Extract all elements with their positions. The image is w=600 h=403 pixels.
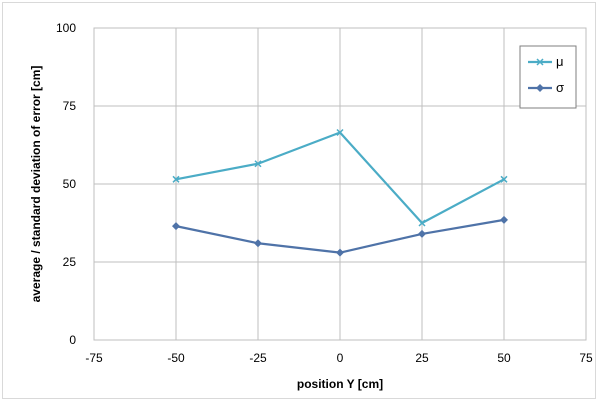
data-point [418, 219, 426, 227]
y-axis-title: average / standard deviation of error [c… [29, 66, 43, 303]
data-point [500, 175, 508, 183]
legend-label: μ [556, 54, 564, 69]
legend-items: μσ [528, 54, 564, 95]
data-point [336, 128, 344, 137]
x-tick-labels: -75 -50 -25 0 25 50 75 [85, 351, 593, 365]
series-group [172, 128, 508, 257]
data-point [500, 215, 508, 224]
data-point [172, 175, 180, 183]
y-tick-label: 25 [63, 255, 77, 269]
x-axis-title: position Y [cm] [297, 377, 383, 391]
data-point [336, 248, 344, 257]
data-point [418, 229, 426, 238]
legend: μσ [519, 45, 577, 109]
x-tick-label: 50 [497, 351, 511, 365]
x-tick-label: -75 [85, 351, 103, 365]
legend-label: σ [556, 80, 564, 95]
x-tick-label: 0 [337, 351, 344, 365]
y-tick-label: 100 [56, 21, 76, 35]
y-tick-label: 50 [63, 177, 77, 191]
data-point [254, 239, 262, 248]
y-tick-labels: 0 25 50 75 100 [56, 21, 76, 347]
y-tick-label: 75 [63, 99, 77, 113]
x-tick-label: -50 [167, 351, 185, 365]
data-point [536, 84, 544, 92]
gridlines [94, 28, 586, 340]
x-tick-label: -25 [249, 351, 267, 365]
y-tick-label: 0 [69, 333, 76, 347]
data-point [536, 58, 544, 66]
x-tick-label: 25 [415, 351, 429, 365]
data-point [254, 160, 262, 168]
legend-box [519, 45, 577, 109]
data-point [172, 222, 180, 231]
x-tick-label: 75 [579, 351, 593, 365]
